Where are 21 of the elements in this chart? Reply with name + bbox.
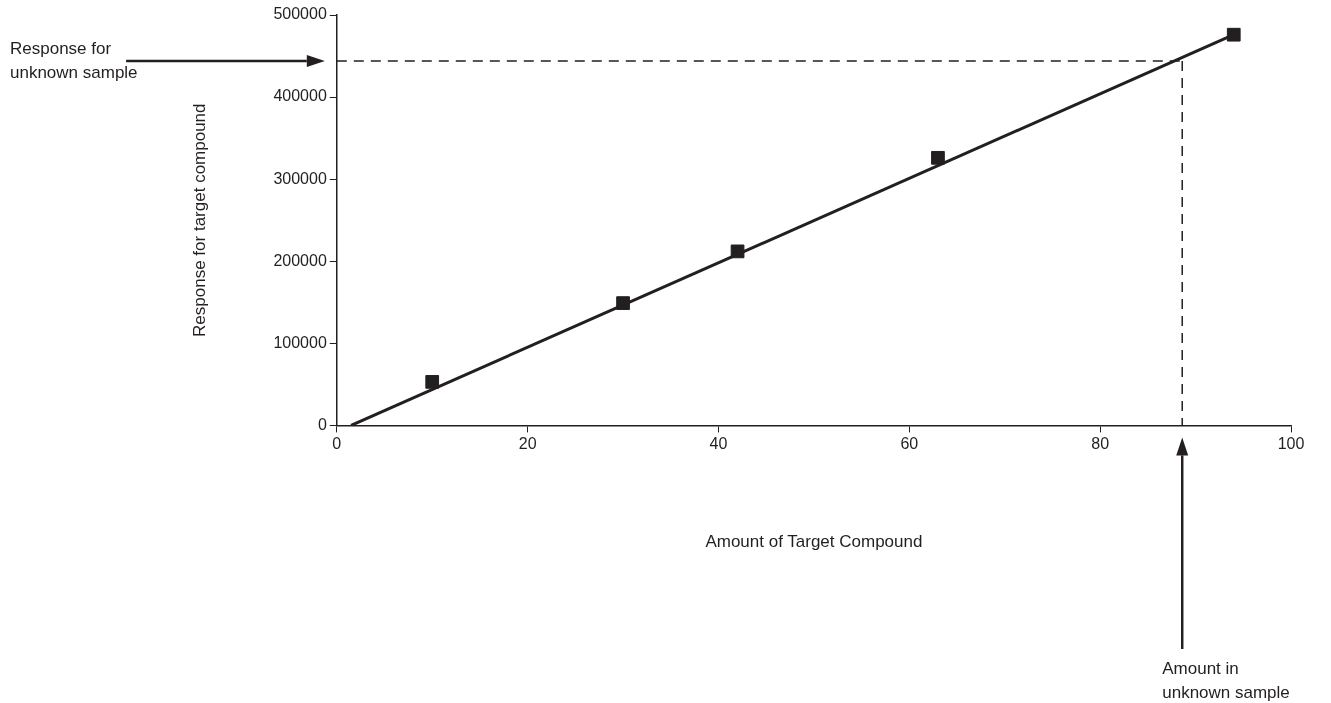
x-tick-label: 20 bbox=[518, 435, 537, 453]
x-tick-label: 80 bbox=[1091, 435, 1110, 453]
x-tick-label: 0 bbox=[332, 435, 342, 453]
y-axis-title: Response for target compound bbox=[189, 103, 209, 337]
text: Response for unknown sample bbox=[10, 38, 138, 82]
x-tick-label: 40 bbox=[709, 435, 728, 453]
point bbox=[730, 244, 745, 259]
y-tick-label: 400000 bbox=[273, 87, 327, 105]
y-tick-label: 100000 bbox=[273, 333, 327, 351]
x-tick-label: 60 bbox=[900, 435, 919, 453]
point bbox=[1226, 27, 1241, 42]
point bbox=[616, 296, 630, 310]
x-axis-title: Amount of Target Compound bbox=[705, 532, 923, 552]
x-tick-label: 100 bbox=[1277, 435, 1305, 453]
y-tick-label: 300000 bbox=[273, 169, 327, 187]
text: Amount in unknown sample bbox=[1162, 658, 1290, 702]
y-tick-label: 0 bbox=[317, 415, 327, 433]
point bbox=[425, 375, 440, 389]
point bbox=[931, 150, 945, 165]
y-tick-label: 200000 bbox=[273, 251, 327, 269]
y-tick-label: 500000 bbox=[273, 5, 327, 23]
